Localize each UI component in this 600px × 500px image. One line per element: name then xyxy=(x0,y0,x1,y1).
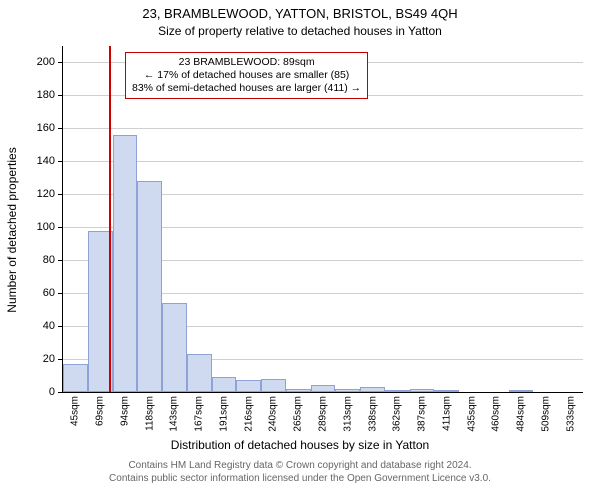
y-tick-label: 140 xyxy=(37,155,63,167)
histogram-bar xyxy=(187,354,212,392)
x-axis-label: Distribution of detached houses by size … xyxy=(0,438,600,452)
x-tick-label: 509sqm xyxy=(540,396,551,432)
page-subtitle: Size of property relative to detached ho… xyxy=(0,24,600,38)
histogram-bar xyxy=(236,380,261,392)
x-tick-label: 387sqm xyxy=(417,396,428,432)
histogram-bar xyxy=(410,389,435,392)
y-tick-label: 180 xyxy=(37,89,63,101)
property-marker-line xyxy=(109,46,111,392)
histogram-bar xyxy=(113,135,138,392)
x-tick-label: 484sqm xyxy=(516,396,527,432)
histogram-bar xyxy=(385,390,410,392)
y-axis-label: Number of detached properties xyxy=(5,80,19,380)
histogram-bar xyxy=(162,303,187,392)
y-tick-label: 160 xyxy=(37,122,63,134)
x-tick-label: 435sqm xyxy=(466,396,477,432)
x-tick-label: 460sqm xyxy=(491,396,502,432)
y-tick-label: 20 xyxy=(43,353,63,365)
y-tick-label: 120 xyxy=(37,188,63,200)
x-tick-label: 240sqm xyxy=(268,396,279,432)
gridline xyxy=(63,161,583,162)
histogram-bar xyxy=(311,385,336,392)
x-tick-label: 533sqm xyxy=(565,396,576,432)
x-tick-label: 45sqm xyxy=(70,396,81,426)
histogram-bar xyxy=(212,377,237,392)
x-tick-label: 216sqm xyxy=(243,396,254,432)
x-tick-label: 94sqm xyxy=(119,396,130,426)
y-tick-label: 100 xyxy=(37,221,63,233)
x-tick-label: 289sqm xyxy=(318,396,329,432)
histogram-bar xyxy=(286,389,311,392)
chart-plot-area: 02040608010012014016018020045sqm69sqm94s… xyxy=(62,46,583,393)
y-tick-label: 60 xyxy=(43,287,63,299)
x-tick-label: 69sqm xyxy=(95,396,106,426)
x-tick-label: 191sqm xyxy=(218,396,229,432)
histogram-bar xyxy=(261,379,286,392)
footer-line-2: Contains public sector information licen… xyxy=(109,473,491,484)
annotation-box: 23 BRAMBLEWOOD: 89sqm← 17% of detached h… xyxy=(125,52,368,99)
x-tick-label: 167sqm xyxy=(194,396,205,432)
x-tick-label: 411sqm xyxy=(441,396,452,431)
annotation-line-1: 23 BRAMBLEWOOD: 89sqm xyxy=(179,56,315,68)
x-tick-label: 143sqm xyxy=(169,396,180,432)
x-tick-label: 313sqm xyxy=(342,396,353,432)
histogram-bar xyxy=(509,390,534,392)
x-tick-label: 265sqm xyxy=(293,396,304,432)
histogram-bar xyxy=(434,390,459,392)
x-tick-label: 362sqm xyxy=(392,396,403,432)
histogram-bar xyxy=(360,387,385,392)
footer-line-1: Contains HM Land Registry data © Crown c… xyxy=(128,460,471,471)
annotation-line-2: ← 17% of detached houses are smaller (85… xyxy=(144,69,349,81)
gridline xyxy=(63,128,583,129)
x-tick-label: 118sqm xyxy=(144,396,155,431)
y-tick-label: 80 xyxy=(43,254,63,266)
annotation-line-3: 83% of semi-detached houses are larger (… xyxy=(132,82,361,94)
page-title: 23, BRAMBLEWOOD, YATTON, BRISTOL, BS49 4… xyxy=(0,6,600,21)
y-tick-label: 0 xyxy=(49,386,63,398)
histogram-bar xyxy=(63,364,88,392)
y-tick-label: 40 xyxy=(43,320,63,332)
x-tick-label: 338sqm xyxy=(367,396,378,432)
histogram-bar xyxy=(335,389,360,392)
attribution-footer: Contains HM Land Registry data © Crown c… xyxy=(0,460,600,485)
y-tick-label: 200 xyxy=(37,56,63,68)
histogram-bar xyxy=(137,181,162,392)
